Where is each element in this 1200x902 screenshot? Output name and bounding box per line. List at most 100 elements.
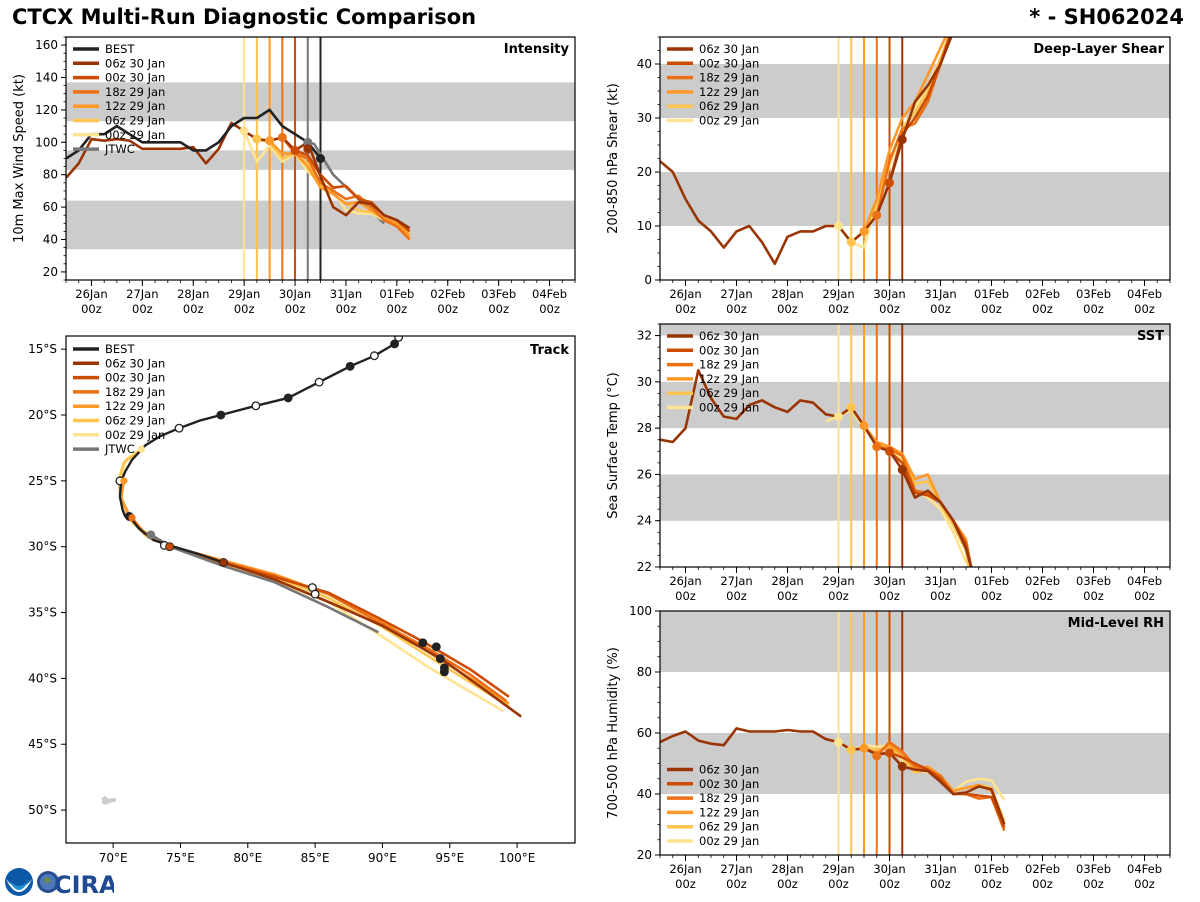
x-tick-label-hour: 00z [81, 302, 102, 316]
legend-label: 06z 29 Jan [105, 414, 165, 428]
init-marker [239, 126, 249, 136]
y-tick-label: 20 [637, 165, 652, 179]
init-marker [252, 134, 262, 144]
y-tick-label: 35°S [28, 606, 57, 620]
series-line-06z-30-jan [66, 121, 411, 230]
x-tick-label-date: 26Jan [669, 287, 701, 301]
y-tick-label: 40 [637, 57, 652, 71]
x-tick-label-date: 27Jan [720, 287, 752, 301]
x-tick-label-date: 04Feb [1127, 287, 1162, 301]
x-tick-label-hour: 00z [488, 302, 509, 316]
legend-label: 00z 29 Jan [699, 834, 759, 848]
x-tick-label-hour: 00z [726, 302, 747, 316]
legend-label: 06z 30 Jan [699, 763, 759, 777]
x-tick-label-date: 29Jan [822, 287, 854, 301]
x-tick-label-date: 01Feb [974, 287, 1009, 301]
x-tick-label-hour: 00z [1134, 302, 1155, 316]
x-tick-label-hour: 00z [675, 877, 696, 891]
x-tick-label-date: 30Jan [873, 574, 905, 588]
series-line-best [66, 108, 322, 160]
x-tick-label-hour: 00z [1134, 877, 1155, 891]
x-tick-label: 80°E [233, 851, 262, 865]
x-tick-label-date: 31Jan [924, 574, 956, 588]
legend-label: 06z 30 Jan [699, 329, 759, 343]
plot-area [660, 324, 973, 567]
legend-label: 00z 29 Jan [699, 114, 759, 128]
x-tick-label-date: 29Jan [822, 862, 854, 876]
y-tick-label: 80 [43, 168, 58, 182]
y-tick-label: 60 [637, 726, 652, 740]
x-tick-label-date: 30Jan [279, 287, 311, 301]
x-tick-label-date: 29Jan [822, 574, 854, 588]
legend-label: 06z 29 Jan [699, 386, 759, 400]
x-tick-label-hour: 00z [285, 302, 306, 316]
y-tick-label: 120 [35, 103, 58, 117]
init-marker [303, 137, 313, 147]
cira-logo: CIRA [4, 866, 118, 899]
y-tick-label: 15°S [28, 342, 57, 356]
series-line-18z-29-jan [281, 136, 411, 241]
legend-label: 00z 29 Jan [699, 401, 759, 415]
track-marker-solid [439, 667, 449, 677]
x-tick-label-hour: 00z [1032, 302, 1053, 316]
x-tick-label-date: 03Feb [1076, 574, 1111, 588]
legend-label: 06z 29 Jan [699, 820, 759, 834]
x-tick-label-hour: 00z [1083, 302, 1104, 316]
x-tick-label-date: 02Feb [1025, 287, 1060, 301]
x-tick-label-hour: 00z [726, 877, 747, 891]
x-tick-label-hour: 00z [132, 302, 153, 316]
legend-label: JTWC [104, 442, 135, 456]
x-tick-label-hour: 00z [930, 589, 951, 603]
init-marker [846, 402, 856, 412]
noaa-logo-icon [5, 868, 33, 896]
series-line-06z-30-jan [660, 368, 973, 567]
legend-label: 00z 30 Jan [699, 56, 759, 70]
x-tick-label-hour: 00z [675, 302, 696, 316]
track-init-marker [120, 477, 128, 485]
x-tick-label-date: 27Jan [720, 574, 752, 588]
x-tick-label-date: 27Jan [720, 862, 752, 876]
y-tick-label: 26 [637, 467, 652, 481]
intensity-panel: 2040608010012014016026Jan00z27Jan00z28Ja… [12, 36, 576, 316]
track-marker-solid [283, 393, 293, 403]
x-tick-label-date: 26Jan [75, 287, 107, 301]
x-tick-label: 75°E [166, 851, 195, 865]
y-tick-label: 30 [637, 375, 652, 389]
x-tick-label-hour: 00z [437, 302, 458, 316]
y-tick-label: 140 [35, 71, 58, 85]
init-marker [897, 135, 907, 145]
y-tick-label: 22 [637, 560, 652, 574]
x-tick-label-date: 04Feb [1127, 574, 1162, 588]
y-tick-label: 40 [43, 233, 58, 247]
x-tick-label-hour: 00z [336, 302, 357, 316]
track-line-18z-29-jan [130, 516, 508, 702]
shear-panel: 01020304026Jan00z27Jan00z28Jan00z29Jan00… [606, 36, 1171, 316]
cira-globe-icon [37, 871, 59, 893]
y-tick-label: 10 [637, 219, 652, 233]
legend-label: 06z 30 Jan [105, 56, 165, 70]
x-tick-label: 100°E [499, 851, 536, 865]
legend-label: BEST [105, 342, 135, 356]
track-marker-open [251, 401, 261, 411]
init-marker [897, 762, 907, 772]
x-tick-label-date: 03Feb [1076, 862, 1111, 876]
x-tick-label-hour: 00z [879, 589, 900, 603]
x-tick-label-hour: 00z [879, 877, 900, 891]
y-tick-label: 45°S [28, 737, 57, 751]
track-marker-solid [390, 339, 400, 349]
y-tick-label: 160 [35, 38, 58, 52]
x-tick-label-hour: 00z [234, 302, 255, 316]
x-tick-label-hour: 00z [1134, 589, 1155, 603]
land-kerguelen-islands [101, 795, 117, 805]
init-marker [277, 132, 287, 142]
x-tick-label-hour: 00z [930, 877, 951, 891]
init-marker [846, 745, 856, 755]
legend-label: 00z 29 Jan [105, 428, 165, 442]
legend-label: 18z 29 Jan [105, 85, 165, 99]
y-tick-label: 25°S [28, 474, 57, 488]
shaded-band [660, 611, 1170, 672]
x-tick-label-date: 02Feb [1025, 574, 1060, 588]
y-tick-label: 100 [35, 135, 58, 149]
x-tick-label-hour: 00z [675, 589, 696, 603]
